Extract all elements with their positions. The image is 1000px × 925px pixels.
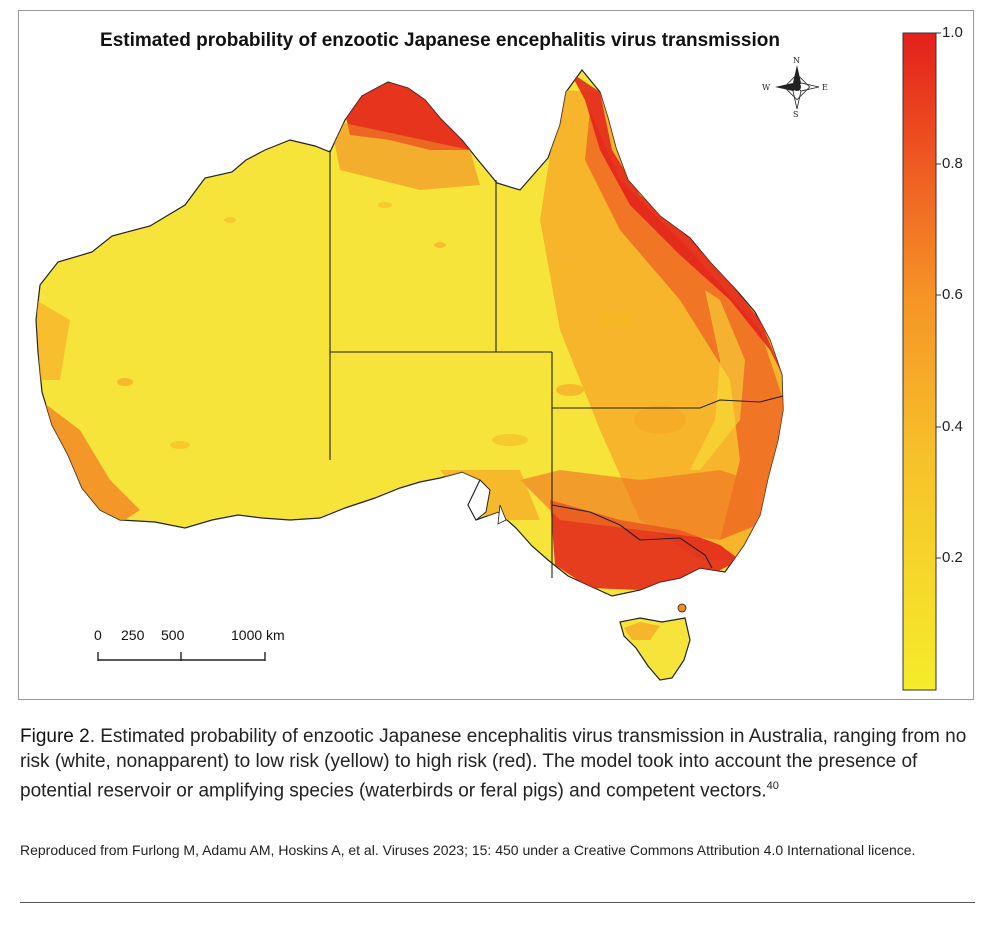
colorbar-tick-label: 0.2 [942,549,963,566]
risk-shading [36,72,783,590]
colorbar-tick-label: 0.4 [942,418,963,435]
scale-label: 0 [94,627,102,643]
scale-label: 250 [121,627,145,643]
caption-reference: 40 [766,780,779,792]
compass-w: W [762,83,771,92]
state-borders [329,150,784,578]
colorbar [902,32,937,691]
compass-s: S [793,110,799,119]
compass-icon [775,65,820,110]
map-title: Estimated probability of enzootic Japane… [100,30,780,51]
colorbar-tick-label: 0.6 [942,286,963,303]
scale-label: 1000 km [231,627,285,643]
source-credit: Reproduced from Furlong M, Adamu AM, Hos… [20,842,916,858]
figure-label: Figure 2 [20,726,90,747]
figure-caption: Figure 2. Estimated probability of enzoo… [20,724,975,803]
colorbar-tick-label: 1.0 [942,24,963,41]
colorbar-ticks [936,32,941,559]
scale-bar [97,652,266,661]
compass-e: E [822,83,828,92]
colorbar-tick-label: 0.8 [942,155,963,172]
caption-text: . Estimated probability of enzootic Japa… [20,726,967,802]
scale-label: 500 [161,627,185,643]
bottom-rule [20,902,975,903]
compass-n: N [793,56,800,65]
